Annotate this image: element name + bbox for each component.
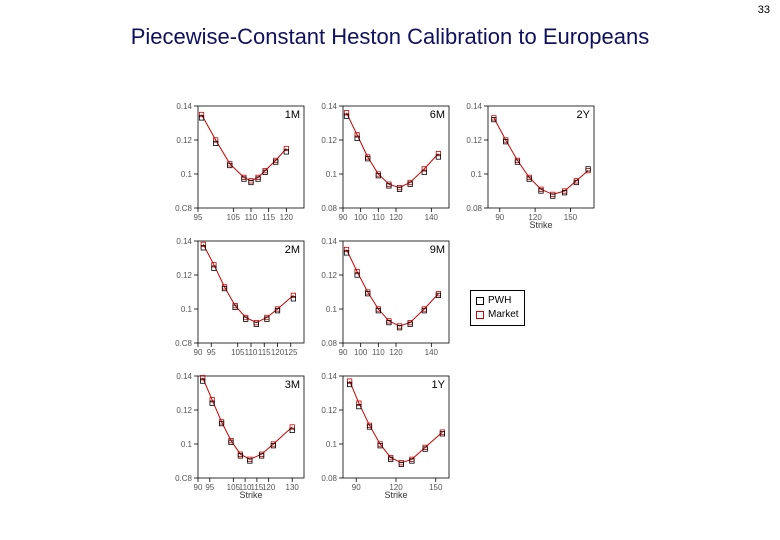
svg-text:105: 105 (227, 213, 241, 222)
svg-text:9M: 9M (430, 244, 445, 256)
svg-text:90: 90 (495, 213, 504, 222)
svg-text:120: 120 (262, 483, 276, 492)
svg-text:0.14: 0.14 (466, 102, 482, 111)
chart-panel-3M: 90951051101151201300.C80.10.120.143MStri… (170, 370, 310, 500)
svg-text:0.08: 0.08 (321, 204, 337, 213)
svg-text:0.12: 0.12 (321, 406, 337, 415)
svg-text:125: 125 (284, 348, 298, 357)
svg-text:0.14: 0.14 (321, 237, 337, 246)
svg-text:90: 90 (339, 213, 348, 222)
svg-text:95: 95 (205, 483, 214, 492)
chart-panel-2Y: 901201500.080.10.120.142YStrike (460, 100, 600, 230)
chart-panel-6M: 90 100 110 120 140 0.08 0.1 0.12 0.14 6M (315, 100, 455, 230)
svg-text:100: 100 (354, 348, 368, 357)
svg-text:0.1: 0.1 (326, 440, 338, 449)
chart-grid: 951051101151200.C80.10.120.141M901001101… (170, 100, 630, 520)
svg-text:120: 120 (389, 348, 403, 357)
svg-text:0.12: 0.12 (466, 136, 482, 145)
svg-text:Strike: Strike (529, 220, 552, 230)
svg-text:105: 105 (231, 348, 245, 357)
svg-text:0.1: 0.1 (326, 305, 338, 314)
svg-text:0.14: 0.14 (176, 372, 192, 381)
svg-text:140: 140 (425, 348, 439, 357)
svg-text:0.14: 0.14 (321, 102, 337, 111)
legend-item: PWH (476, 294, 519, 308)
svg-text:0.12: 0.12 (321, 136, 337, 145)
svg-text:0.14: 0.14 (176, 237, 192, 246)
svg-text:2M: 2M (285, 244, 300, 256)
svg-text:Strike: Strike (239, 490, 262, 500)
legend: PWH Market (470, 290, 525, 326)
svg-text:120: 120 (271, 348, 285, 357)
svg-text:0.1: 0.1 (181, 440, 193, 449)
svg-text:Strike: Strike (384, 490, 407, 500)
svg-text:0.12: 0.12 (176, 406, 192, 415)
svg-text:0.08: 0.08 (321, 474, 337, 483)
svg-text:0.1: 0.1 (471, 170, 483, 179)
svg-text:110: 110 (372, 348, 385, 357)
svg-text:95: 95 (194, 213, 203, 222)
svg-text:95: 95 (207, 348, 216, 357)
svg-text:140: 140 (425, 213, 439, 222)
svg-text:0.C8: 0.C8 (175, 339, 192, 348)
svg-text:0.14: 0.14 (176, 102, 192, 111)
svg-text:90: 90 (194, 348, 203, 357)
svg-text:0.14: 0.14 (321, 372, 337, 381)
svg-text:90: 90 (194, 483, 203, 492)
chart-panel-9M: 90 100 110 120 140 0.08 0.1 0.12 0.14 9M (315, 235, 455, 365)
page-number: 33 (758, 4, 770, 16)
svg-text:3M: 3M (285, 379, 300, 391)
svg-text:110: 110 (245, 348, 258, 357)
legend-label: PWH (488, 294, 511, 308)
svg-text:110: 110 (372, 213, 385, 222)
chart-panel-2M: 90 95 105110115120125 0.C8 0.1 0.12 0.14 2M (170, 235, 310, 365)
svg-text:0.08: 0.08 (321, 339, 337, 348)
legend-label: Market (488, 308, 519, 322)
svg-text:100: 100 (354, 213, 368, 222)
svg-text:90: 90 (352, 483, 361, 492)
svg-text:6M: 6M (430, 109, 445, 121)
chart-panel-1Y: 901201500.080.10.120.141YStrike (315, 370, 455, 500)
svg-text:1Y: 1Y (432, 379, 446, 391)
svg-text:115: 115 (258, 348, 271, 357)
svg-text:90: 90 (339, 348, 348, 357)
svg-text:0.C8: 0.C8 (175, 474, 192, 483)
svg-text:115: 115 (262, 213, 275, 222)
svg-text:0.12: 0.12 (176, 136, 192, 145)
legend-item: Market (476, 308, 519, 322)
svg-text:120: 120 (389, 213, 403, 222)
svg-text:0.1: 0.1 (181, 170, 193, 179)
svg-text:2Y: 2Y (577, 109, 591, 121)
svg-text:150: 150 (429, 483, 443, 492)
svg-text:0.12: 0.12 (176, 271, 192, 280)
svg-text:0.C8: 0.C8 (175, 204, 192, 213)
svg-text:120: 120 (280, 213, 294, 222)
svg-text:0.1: 0.1 (326, 170, 338, 179)
svg-text:1M: 1M (285, 109, 300, 121)
svg-text:150: 150 (564, 213, 578, 222)
svg-text:0.12: 0.12 (321, 271, 337, 280)
svg-text:0.08: 0.08 (466, 204, 482, 213)
svg-text:110: 110 (245, 213, 258, 222)
svg-text:0.1: 0.1 (181, 305, 193, 314)
page-title: Piecewise-Constant Heston Calibration to… (0, 24, 780, 50)
svg-text:130: 130 (286, 483, 300, 492)
chart-panel-1M: 95 105 110 115 120 0.C8 0.1 0.12 0.14 1M (170, 100, 310, 230)
